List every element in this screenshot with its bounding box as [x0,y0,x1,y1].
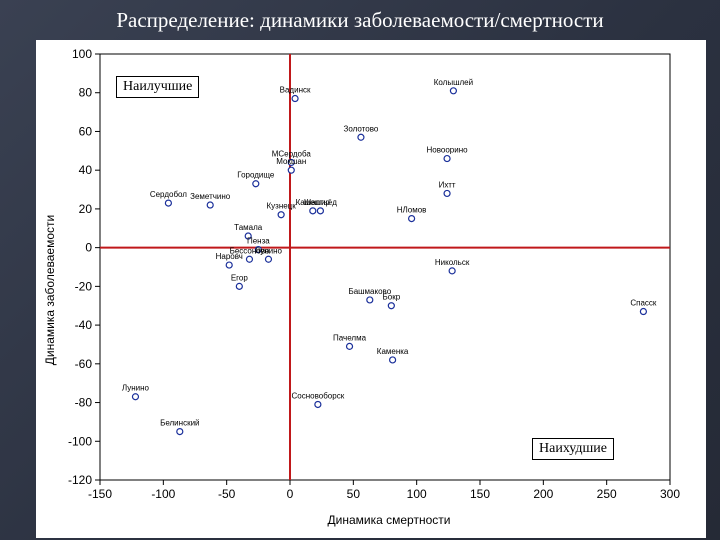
y-tick-label: -20 [75,279,93,293]
data-point-label: Кузнецк [266,202,296,211]
data-point [309,207,317,215]
x-tick-label: 100 [407,487,427,501]
data-point-label: Городище [237,171,275,180]
data-point [366,296,374,304]
y-tick-label: -120 [68,473,92,487]
y-axis-title: Динамика заболеваемости [43,215,57,365]
data-point-label: Золотово [344,124,379,133]
data-point-label: Сердобол [150,190,187,199]
data-point [252,180,260,188]
x-tick-label: 250 [597,487,617,501]
data-point-label: Земетчино [190,192,231,201]
data-point [314,400,322,409]
y-tick-label: 40 [79,163,93,177]
data-point-label: Вадинск [280,86,311,95]
data-point-label: Тамала [234,223,263,232]
y-tick-label: -40 [75,318,93,332]
data-point-label: Каменка [377,347,409,356]
data-point [449,87,457,95]
data-point [225,261,233,269]
data-point [639,307,648,316]
data-point-label: Шаптьёд [304,198,337,207]
data-point-label: Лунино [122,384,150,393]
data-point [443,189,451,198]
data-point-label: НЛомов [397,206,427,215]
x-tick-label: 50 [347,487,361,501]
data-point-label: Наровч [216,252,243,261]
data-point [206,201,214,209]
data-point [291,94,299,103]
data-point-label: Белинский [160,419,199,428]
x-tick-label: 0 [287,487,294,501]
x-axis-title: Динамика смертности [328,513,451,527]
data-point [287,166,295,174]
data-point [345,342,354,350]
data-point-label: Пенза [247,237,270,246]
scatter-chart: -150 -100 -50 0 50 100 150 200 250 30010080604020… [43,47,680,527]
slide-title: Распределение: динамики заболеваемости/с… [116,8,604,32]
data-point-label: Лунино [255,246,283,255]
data-point [287,158,295,167]
data-point [277,211,285,219]
reference-lines [100,54,670,480]
y-tick-label: 0 [85,241,92,255]
chart-panel: -150 -100 -50 0 50 100 150 200 250 300 100 80 60 40 20… [36,40,706,538]
axes: -150 -100 -50 0 50 100 150 200 250 30010080604020… [68,47,680,501]
data-point [387,302,395,310]
data-point [176,427,184,436]
data-point [244,232,252,240]
data-point-label: Башмаково [348,287,391,296]
data-point-label: Спасск [630,299,657,308]
y-tick-label: 60 [79,124,93,138]
data-point [443,154,451,163]
data-point-label: Егор [231,273,249,282]
data-point-label: Колышлей [434,78,473,87]
data-point-label: Пачелма [333,333,367,342]
data-point [408,214,416,223]
data-point [389,356,397,364]
x-tick-label: 150 [470,487,490,501]
y-tick-label: -60 [75,357,93,371]
data-point [164,199,172,207]
y-tick-label: -100 [68,434,92,448]
x-tick-label: 200 [533,487,553,501]
data-point [235,282,243,290]
data-point [254,245,262,254]
data-point-label: Бокр [383,293,401,302]
y-tick-label: 100 [72,47,92,61]
plot-frame [99,53,671,481]
best-corner-label: Наилучшие [116,76,200,98]
worst-corner-label: Наихудшие [532,438,615,460]
data-point [357,133,365,141]
data-point-label: МСердоба [272,149,312,158]
data-point [264,255,273,263]
y-tick-label: 20 [79,202,93,216]
y-tick-label: 80 [79,86,93,100]
data-point [245,255,254,263]
data-point-label: Бессоново [230,246,270,255]
x-tick-label: 300 [660,487,680,501]
x-tick-label: -100 [151,487,175,501]
x-tick-label: -50 [218,487,236,501]
data-point [131,393,140,401]
data-point-label: Мокшан [276,157,306,166]
data-point-label: Ихтт [439,180,456,189]
data-point [448,267,456,275]
y-tick-label: -80 [75,396,93,410]
data-point [316,207,324,215]
data-point-label: Камешир [296,198,331,207]
data-point-label: Никольск [435,258,470,267]
x-tick-label: -150 [88,487,112,501]
data-point-label: Новоорино [427,146,469,155]
data-point-label: Сосновоборск [292,391,345,400]
